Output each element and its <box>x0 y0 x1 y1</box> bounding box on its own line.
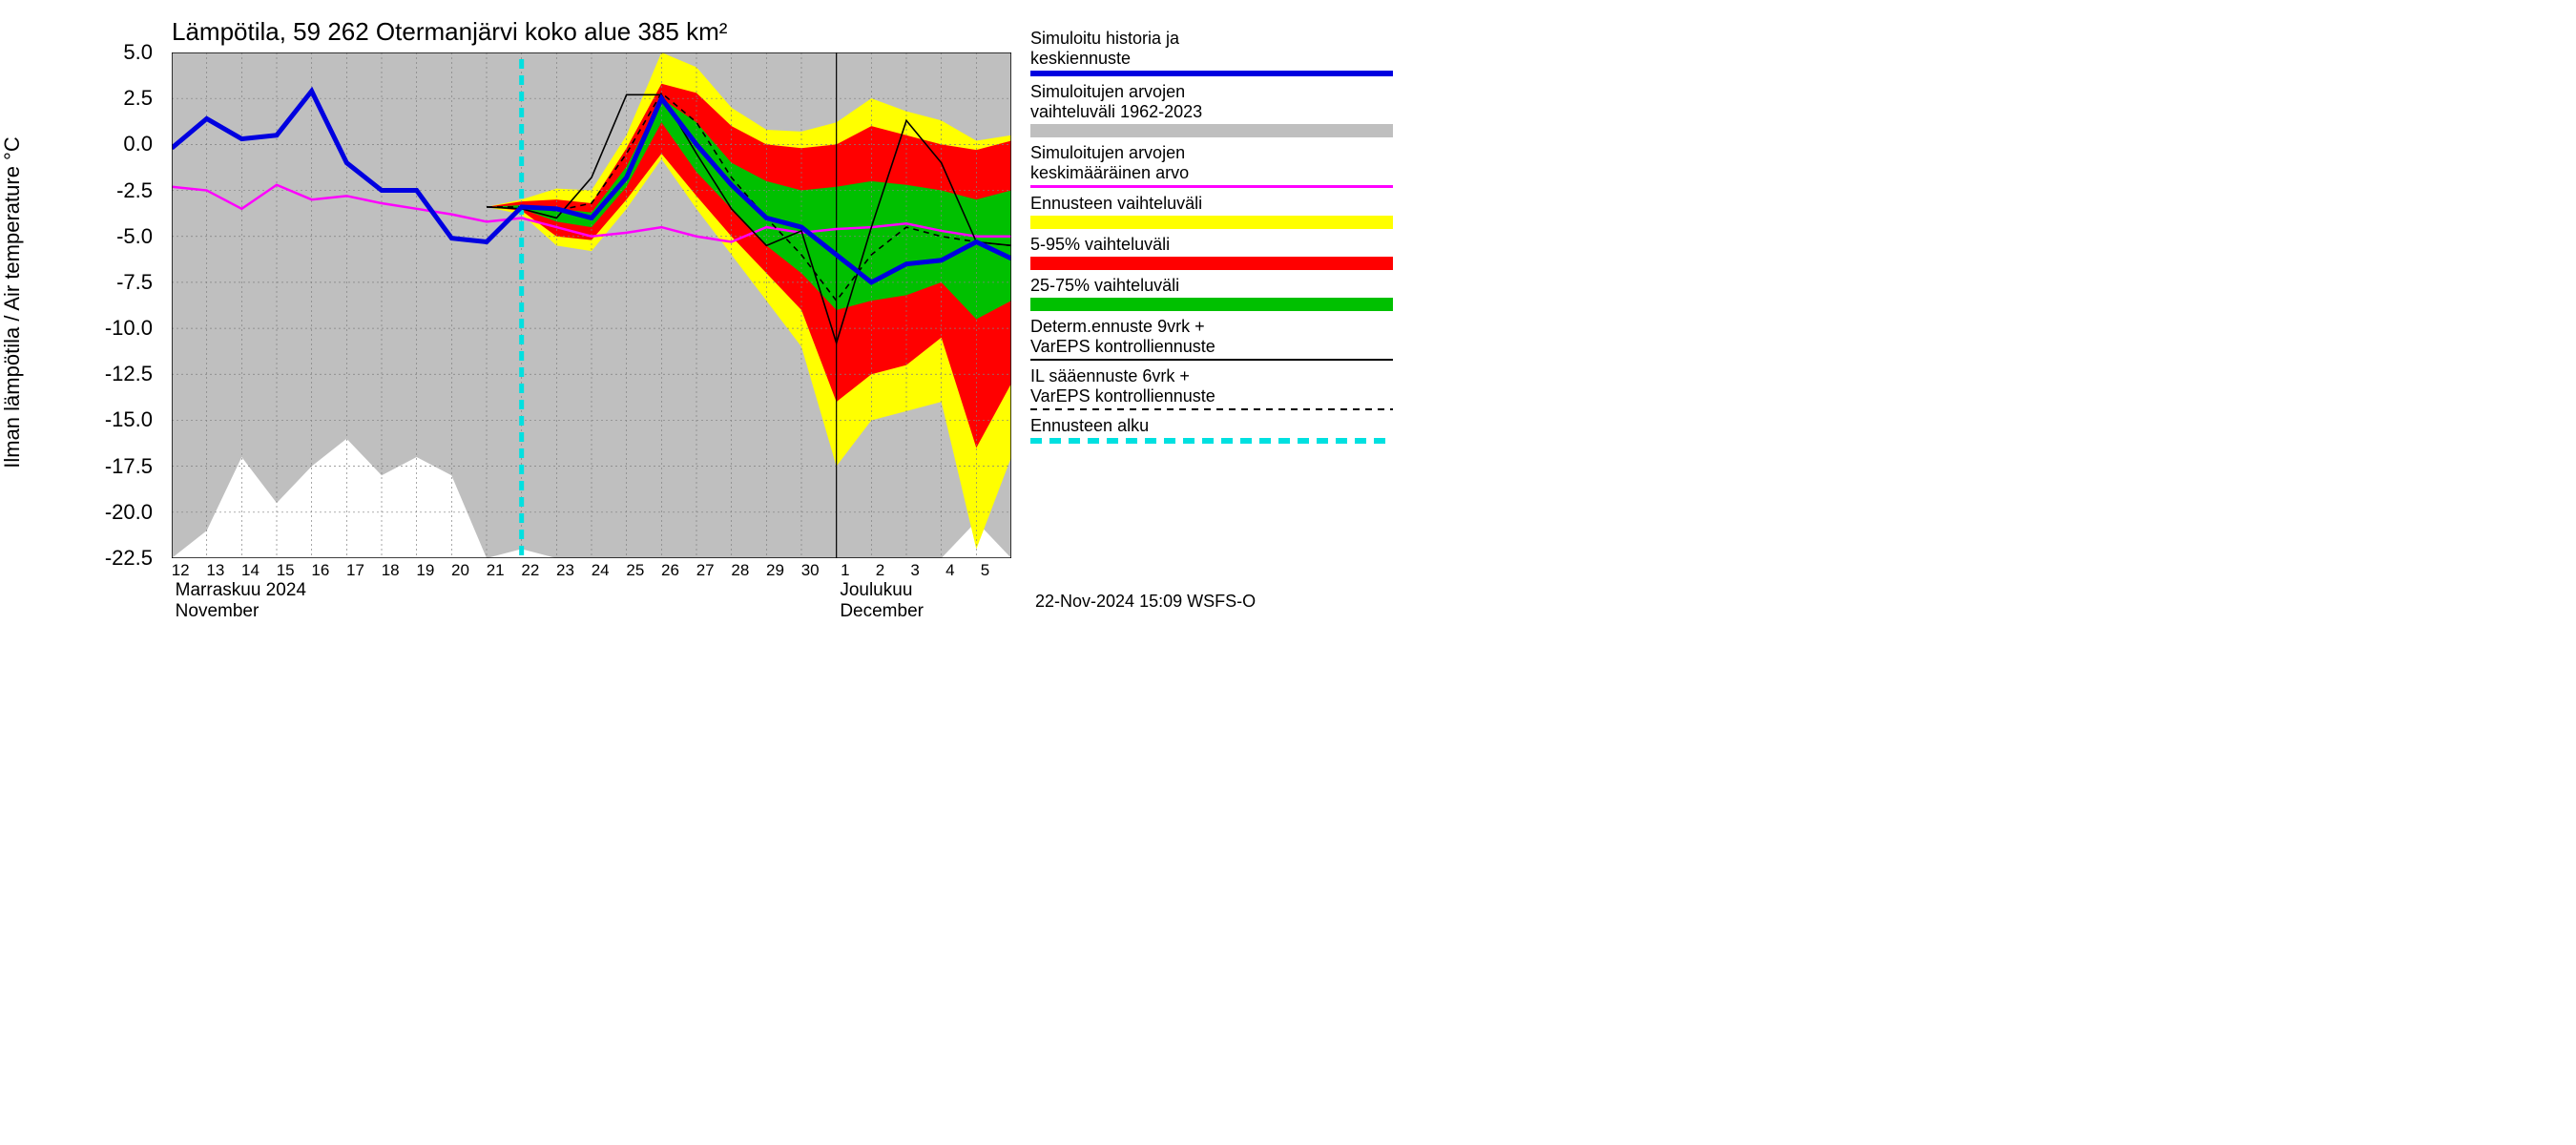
plot-area <box>172 52 1011 558</box>
month-label: December <box>840 601 924 622</box>
x-tick-label: 2 <box>876 561 884 580</box>
legend: Simuloitu historia jakeskiennusteSimuloi… <box>1030 29 1412 449</box>
legend-item: IL sääennuste 6vrk + VarEPS kontrollienn… <box>1030 366 1412 410</box>
legend-label: VarEPS kontrolliennuste <box>1030 337 1412 357</box>
y-tick-label: 5.0 <box>123 40 153 65</box>
y-tick-label: -10.0 <box>105 316 153 341</box>
month-label: Marraskuu 2024 <box>176 580 306 601</box>
legend-label: Simuloitujen arvojen <box>1030 82 1412 102</box>
legend-item: Simuloitujen arvojenvaihteluväli 1962-20… <box>1030 82 1412 137</box>
timestamp-footer: 22-Nov-2024 15:09 WSFS-O <box>1035 592 1256 612</box>
legend-label: 25-75% vaihteluväli <box>1030 276 1412 296</box>
x-tick-label: 23 <box>556 561 574 580</box>
x-tick-label: 24 <box>592 561 610 580</box>
legend-swatch <box>1030 438 1393 444</box>
legend-label: VarEPS kontrolliennuste <box>1030 386 1412 406</box>
y-tick-label: -2.5 <box>116 178 153 203</box>
legend-item: 5-95% vaihteluväli <box>1030 235 1412 270</box>
y-tick-label: -12.5 <box>105 362 153 386</box>
x-tick-label: 15 <box>277 561 295 580</box>
month-label: November <box>176 601 260 622</box>
legend-label: 5-95% vaihteluväli <box>1030 235 1412 255</box>
legend-swatch <box>1030 408 1393 410</box>
x-tick-label: 14 <box>241 561 260 580</box>
legend-label: vaihteluväli 1962-2023 <box>1030 102 1412 122</box>
x-tick-label: 3 <box>910 561 919 580</box>
legend-item: Ennusteen vaihteluväli <box>1030 194 1412 229</box>
legend-swatch <box>1030 359 1393 361</box>
x-tick-label: 25 <box>626 561 644 580</box>
x-tick-label: 22 <box>521 561 539 580</box>
legend-item: 25-75% vaihteluväli <box>1030 276 1412 311</box>
x-tick-label: 28 <box>731 561 749 580</box>
legend-item: Simuloitujen arvojenkeskimääräinen arvo <box>1030 143 1412 188</box>
x-tick-label: 16 <box>311 561 329 580</box>
legend-swatch <box>1030 185 1393 188</box>
legend-item: Determ.ennuste 9vrk +VarEPS kontrollienn… <box>1030 317 1412 361</box>
y-tick-label: -22.5 <box>105 546 153 571</box>
x-tick-label: 30 <box>801 561 820 580</box>
legend-swatch <box>1030 124 1393 137</box>
chart-title: Lämpötila, 59 262 Otermanjärvi koko alue… <box>172 17 727 47</box>
month-label: Joulukuu <box>840 580 912 601</box>
y-tick-label: 2.5 <box>123 86 153 111</box>
legend-label: Simuloitujen arvojen <box>1030 143 1412 163</box>
x-tick-label: 13 <box>206 561 224 580</box>
legend-label: IL sääennuste 6vrk + <box>1030 366 1412 386</box>
y-tick-label: -20.0 <box>105 500 153 525</box>
legend-swatch <box>1030 257 1393 270</box>
legend-label: Ennusteen vaihteluväli <box>1030 194 1412 214</box>
legend-label: Simuloitu historia ja <box>1030 29 1412 49</box>
x-tick-label: 18 <box>382 561 400 580</box>
x-tick-label: 20 <box>451 561 469 580</box>
y-tick-label: 0.0 <box>123 132 153 156</box>
x-tick-label: 29 <box>766 561 784 580</box>
x-tick-label: 27 <box>696 561 715 580</box>
y-tick-label: -7.5 <box>116 270 153 295</box>
y-tick-label: -17.5 <box>105 454 153 479</box>
x-tick-label: 5 <box>981 561 989 580</box>
x-tick-label: 1 <box>841 561 849 580</box>
chart-container: Lämpötila, 59 262 Otermanjärvi koko alue… <box>0 0 1431 639</box>
legend-swatch <box>1030 298 1393 311</box>
x-tick-label: 26 <box>661 561 679 580</box>
legend-item: Simuloitu historia jakeskiennuste <box>1030 29 1412 76</box>
legend-label: keskiennuste <box>1030 49 1412 69</box>
y-tick-label: -15.0 <box>105 407 153 432</box>
legend-swatch <box>1030 71 1393 76</box>
legend-label: Determ.ennuste 9vrk + <box>1030 317 1412 337</box>
x-tick-label: 21 <box>487 561 505 580</box>
x-tick-label: 4 <box>945 561 954 580</box>
y-tick-label: -5.0 <box>116 224 153 249</box>
x-tick-label: 12 <box>172 561 190 580</box>
legend-label: keskimääräinen arvo <box>1030 163 1412 183</box>
legend-swatch <box>1030 216 1393 229</box>
x-tick-label: 17 <box>346 561 364 580</box>
legend-label: Ennusteen alku <box>1030 416 1412 436</box>
x-tick-label: 19 <box>416 561 434 580</box>
legend-item: Ennusteen alku <box>1030 416 1412 444</box>
